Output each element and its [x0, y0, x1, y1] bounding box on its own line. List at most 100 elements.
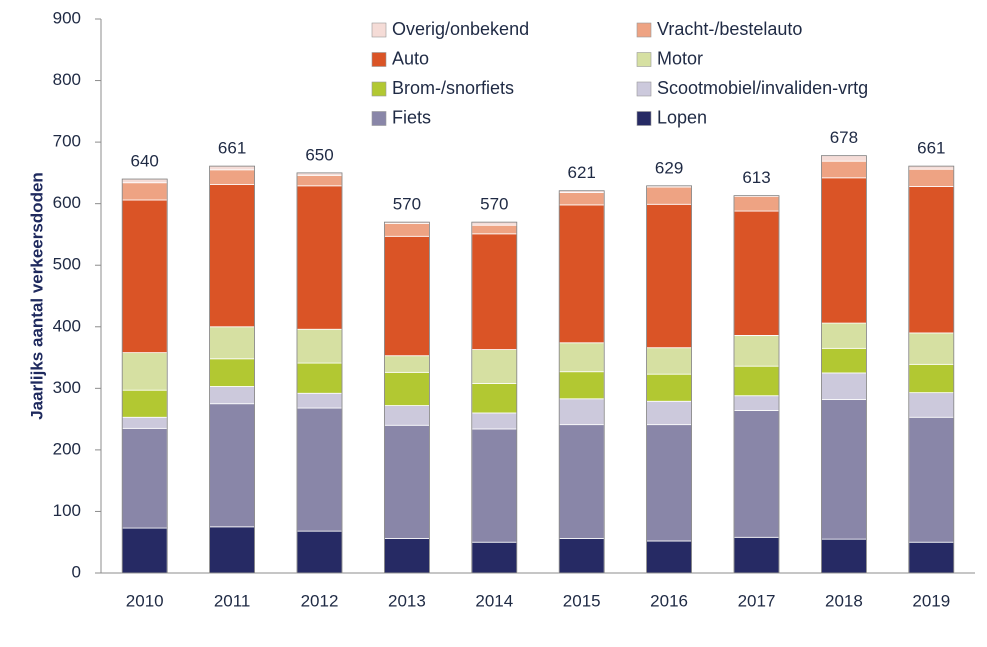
legend-swatch-fiets [371, 111, 387, 126]
legend-label-vracht-bestelauto: Vracht-/bestelauto [657, 19, 802, 39]
bar-segment-scootmobiel-invaliden-vrtg-2019 [908, 392, 955, 418]
bar-segment-auto-2019 [908, 186, 955, 334]
bar-segment-lopen-2012 [296, 530, 343, 574]
bar-outline-2016 [646, 185, 692, 574]
legend-swatch-brom-snorfiets [371, 81, 387, 97]
bar-segment-vracht-bestelauto-2014 [471, 224, 518, 235]
total-label-2012: 650 [305, 145, 333, 164]
bar-segment-motor-2019 [908, 332, 955, 365]
bar-segment-motor-2015 [558, 342, 605, 373]
legend-label-fiets: Fiets [392, 107, 431, 127]
bar-segment-vracht-bestelauto-2018 [821, 160, 867, 179]
y-tick-label: 800 [53, 70, 81, 89]
bar-outline-2011 [209, 165, 256, 574]
bar-segment-lopen-2014 [471, 541, 518, 574]
bar-segment-overig-onbekend-2019 [908, 165, 955, 170]
bar-segment-fiets-2013 [383, 424, 430, 539]
bar-segment-auto-2018 [821, 177, 867, 324]
bar-segment-fiets-2018 [821, 399, 867, 540]
total-label-2014: 570 [480, 195, 508, 214]
bar-segment-vracht-bestelauto-2010 [121, 182, 168, 201]
bar-segment-fiets-2011 [209, 403, 256, 528]
bar-segment-fiets-2016 [646, 424, 692, 542]
bar-segment-fiets-2019 [908, 416, 955, 543]
bar-segment-lopen-2013 [383, 538, 430, 574]
y-tick-label: 700 [53, 132, 81, 151]
bar-segment-vracht-bestelauto-2015 [558, 192, 605, 206]
bar-segment-lopen-2015 [558, 538, 605, 574]
bar-segment-motor-2010 [121, 352, 168, 391]
bar-segment-fiets-2014 [471, 428, 518, 543]
bar-segment-brom-snorfiets-2014 [471, 383, 518, 414]
bar-segment-motor-2011 [209, 326, 256, 360]
bar-segment-brom-snorfiets-2010 [121, 389, 168, 418]
bar-segment-auto-2015 [558, 204, 605, 344]
total-label-2015: 621 [568, 163, 596, 182]
bar-segment-scootmobiel-invaliden-vrtg-2012 [296, 392, 343, 409]
x-tick-label: 2015 [563, 591, 601, 610]
x-tick-label: 2016 [650, 591, 688, 610]
bar-segment-fiets-2017 [733, 410, 780, 538]
bar-segment-motor-2017 [733, 334, 780, 367]
x-tick-label: 2017 [738, 591, 776, 610]
x-tick-label: 2010 [126, 591, 164, 610]
x-tick-label: 2011 [214, 591, 251, 610]
y-tick-label: 200 [53, 439, 81, 458]
bar-segment-fiets-2012 [296, 407, 343, 532]
bar-segment-lopen-2011 [209, 526, 256, 574]
legend: Overig/onbekend Vracht-/bestelauto Auto Mot… [371, 19, 868, 127]
bar-segment-motor-2013 [383, 355, 430, 373]
x-tick-label: 2012 [301, 591, 339, 610]
bar-outline-2012 [296, 172, 343, 574]
y-tick-label: 900 [53, 8, 81, 27]
x-tick-label: 2014 [475, 591, 513, 610]
total-label-2018: 678 [830, 128, 858, 147]
y-tick-label: 0 [72, 562, 81, 581]
bar-segment-lopen-2010 [121, 527, 168, 574]
bar-segment-vracht-bestelauto-2012 [296, 174, 343, 187]
bar-segment-scootmobiel-invaliden-vrtg-2010 [121, 416, 168, 429]
bar-segment-vracht-bestelauto-2013 [383, 222, 430, 237]
x-tick-label: 2013 [388, 591, 426, 610]
bar-segment-scootmobiel-invaliden-vrtg-2016 [646, 400, 692, 426]
bar-outline-2018 [821, 155, 867, 574]
bar-segment-overig-onbekend-2011 [209, 165, 256, 171]
legend-label-brom-snorfiets: Brom-/snorfiets [392, 78, 514, 98]
bar-segment-auto-2011 [209, 184, 256, 328]
y-tick-label: 300 [53, 378, 81, 397]
bar-segment-fiets-2015 [558, 424, 605, 539]
legend-swatch-overig-onbekend [371, 22, 387, 38]
y-axis-title: Jaarlijks aantal verkeersdoden [27, 172, 46, 420]
bar-segment-motor-2018 [821, 322, 867, 349]
bar-segment-lopen-2019 [908, 541, 955, 574]
bar-segment-auto-2016 [646, 203, 692, 349]
bar-segment-lopen-2016 [646, 540, 692, 574]
bar-segment-scootmobiel-invaliden-vrtg-2011 [209, 386, 256, 405]
bar-segment-brom-snorfiets-2013 [383, 371, 430, 406]
legend-label-scootmobiel-invaliden-vrtg: Scootmobiel/invaliden-vrtg [657, 78, 868, 98]
bar-outline-2014 [471, 221, 518, 574]
bar-segment-auto-2010 [121, 199, 168, 354]
bar-segment-motor-2016 [646, 347, 692, 375]
legend-swatch-vracht-bestelauto [636, 22, 652, 38]
total-label-2019: 661 [917, 139, 945, 158]
bar-segment-brom-snorfiets-2019 [908, 363, 955, 394]
total-labels: 640 661 650 570 570 621 629 613 678 661 [131, 128, 946, 213]
bar-outline-2013 [383, 221, 430, 574]
bar-outline-2010 [121, 178, 168, 574]
bar-segment-auto-2017 [733, 210, 780, 336]
x-tick-label: 2018 [825, 591, 863, 610]
bar-segment-overig-onbekend-2014 [471, 221, 518, 226]
bar-segment-motor-2012 [296, 328, 343, 364]
y-tick-label: 100 [53, 501, 81, 520]
legend-swatch-scootmobiel-invaliden-vrtg [636, 81, 652, 97]
total-label-2013: 570 [393, 195, 421, 214]
legend-swatch-motor [636, 52, 652, 67]
bar-segment-overig-onbekend-2018 [821, 155, 867, 162]
bar-segment-vracht-bestelauto-2019 [908, 168, 955, 187]
legend-swatch-auto [371, 52, 387, 67]
bar-segment-fiets-2010 [121, 427, 168, 529]
bar-segment-auto-2014 [471, 233, 518, 350]
legend-label-motor: Motor [657, 48, 703, 68]
